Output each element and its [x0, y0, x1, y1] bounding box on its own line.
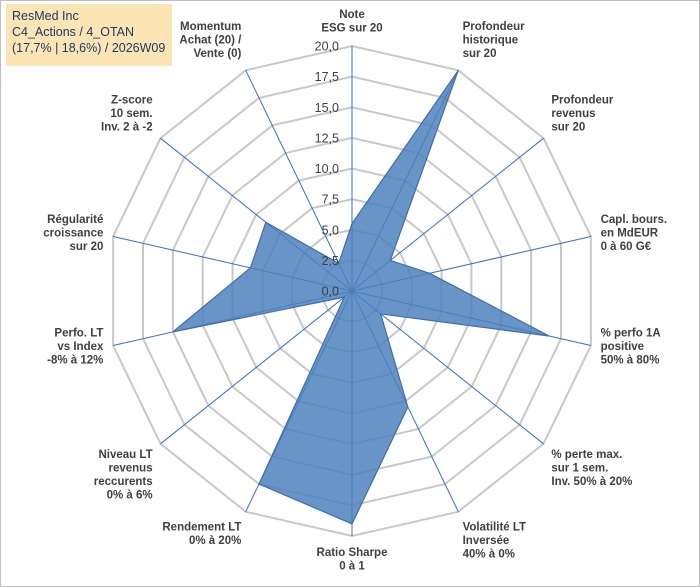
axis-spoke — [351, 290, 544, 445]
tick-label: 15,0 — [315, 101, 339, 115]
axis-label: Niveau LT revenus reccurents 0% à 6% — [94, 449, 153, 502]
tick-label: 12,5 — [315, 131, 339, 145]
radar-axis-labels: Note ESG sur 20 Profondeur historique sur 20… — [43, 9, 667, 573]
axis-label: Volatilité LT Inversée 40% à 0% — [463, 522, 526, 561]
tick-label: 5,0 — [322, 223, 339, 237]
axis-label: Capl. bours. en MdEUR 0 à 60 G€ — [601, 214, 667, 253]
axis-spoke — [245, 70, 353, 292]
axis-label: Z-score 10 sem. Inv. 2 à -2 — [101, 95, 153, 134]
company-name: ResMed Inc — [12, 9, 79, 23]
axis-label: Ratio Sharpe 0 à 1 — [317, 547, 388, 573]
tick-label: 17,5 — [315, 70, 339, 84]
axis-label: % perfo 1A positive 50% à 80% — [601, 328, 661, 367]
portfolio-name: C4_Actions / 4_OTAN — [12, 25, 135, 39]
axis-label: Rendement LT 0% à 20% — [162, 522, 241, 548]
tick-label: 20,0 — [315, 40, 339, 54]
axis-label: Momentum Achat (20) / Vente (0) — [179, 21, 242, 60]
axis-label: Profondeur historique sur 20 — [463, 21, 525, 60]
tick-label: 7,5 — [322, 193, 339, 207]
portfolio-stats: (17,7% | 18,6%) / 2026W09 — [12, 41, 166, 55]
series-area — [172, 69, 550, 525]
radar-series — [172, 69, 550, 525]
radar-tick-labels: 0,0 2,5 5,0 7,5 10,0 12,5 15,0 17,5 20,0 — [315, 40, 339, 299]
axis-spoke — [160, 290, 353, 445]
axis-label: Profondeur revenus sur 20 — [551, 95, 613, 134]
tick-label: 2,5 — [322, 254, 339, 268]
axis-label: Régularité croissance sur 20 — [43, 214, 103, 253]
axis-label: % perte max. sur 1 sem. Inv. 50% à 20% — [551, 449, 632, 488]
axis-label: Note ESG sur 20 — [321, 9, 382, 35]
tick-label: 0,0 — [322, 285, 339, 299]
tick-label: 10,0 — [315, 162, 339, 176]
axis-label: Perfo. LT vs Index -8% à 12% — [47, 328, 104, 367]
title-box: ResMed Inc C4_Actions / 4_OTAN (17,7% | … — [6, 4, 172, 66]
